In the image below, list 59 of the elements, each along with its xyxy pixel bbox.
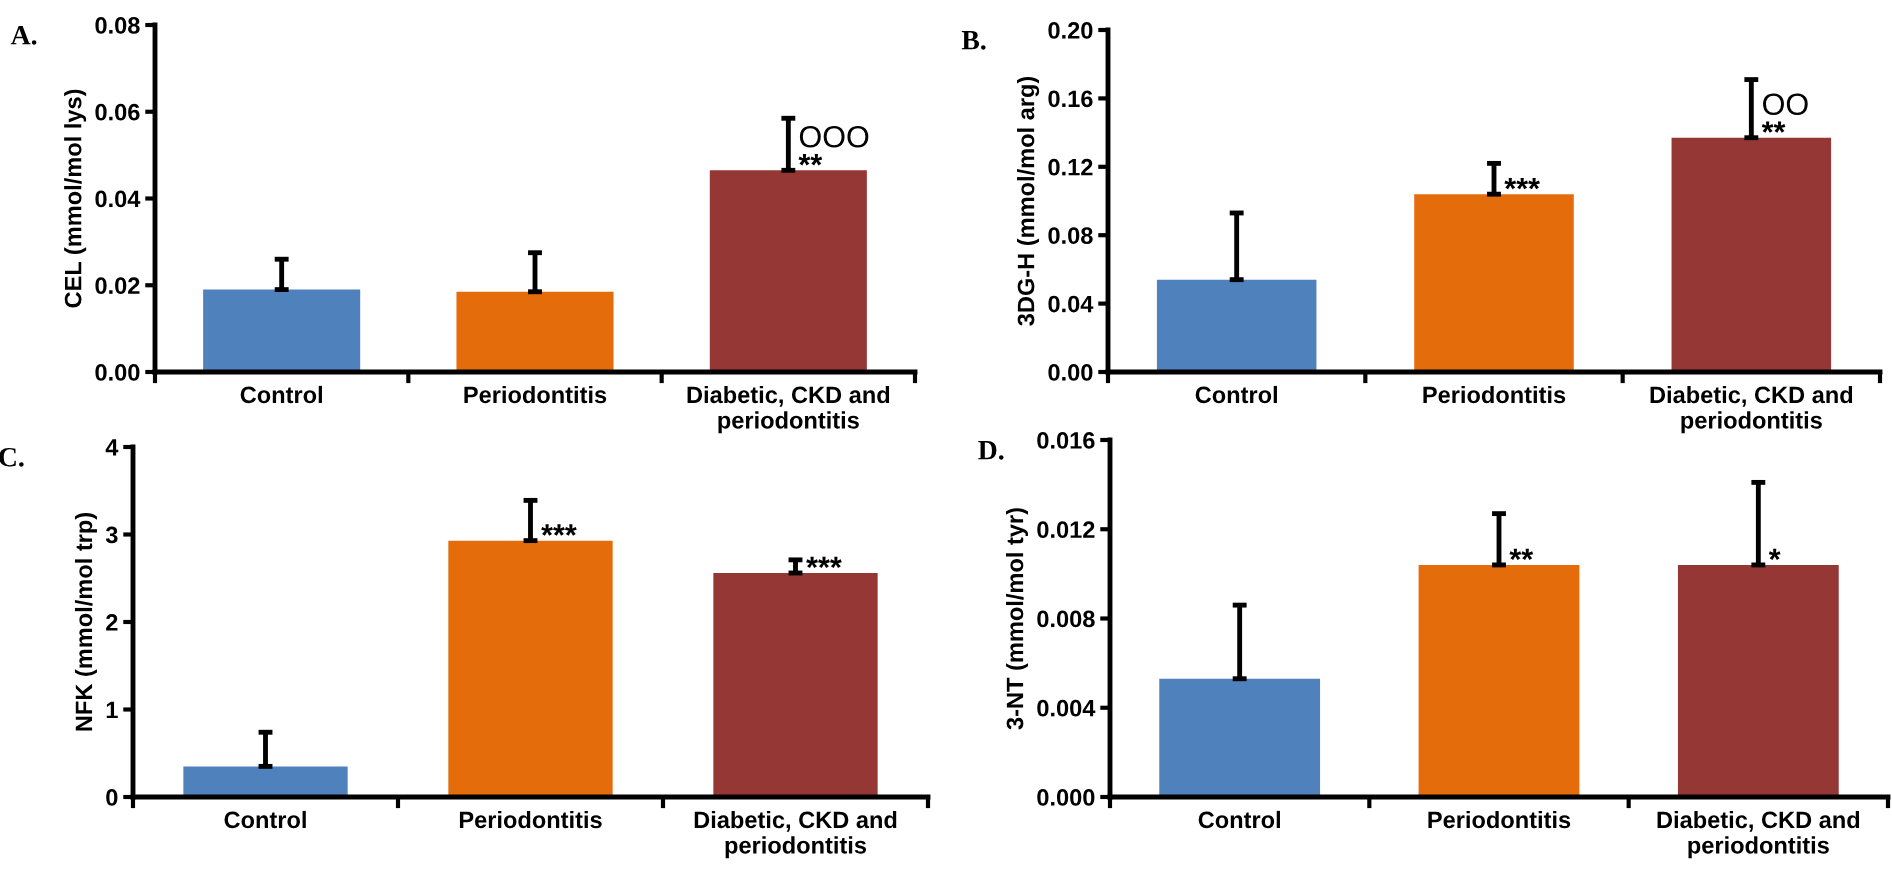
- y-tick-label: 0.00: [1048, 364, 1093, 381]
- x-tick-label: Periodontitis: [1428, 810, 1571, 829]
- x-tick-label: Control: [1195, 385, 1277, 404]
- y-tick-label: 0.08: [1048, 227, 1093, 244]
- y-tick-label: 3: [105, 526, 118, 544]
- y-axis-title: CEL (mmol/mol lys): [64, 89, 87, 308]
- bar: [1671, 137, 1832, 372]
- x-tick-label: Control: [1198, 810, 1280, 829]
- chart-title: D.: [978, 441, 1004, 460]
- annotation: ***: [541, 524, 577, 536]
- y-tick-label: 0.012: [1037, 521, 1095, 539]
- annotation: OOO: [799, 125, 869, 148]
- annotation: ***: [1504, 177, 1540, 190]
- y-tick-label: 0.004: [1037, 699, 1096, 717]
- y-tick-label: 0.06: [95, 103, 140, 121]
- y-tick-label: 0.04: [1048, 295, 1094, 313]
- y-tick-label: 0.008: [1037, 610, 1095, 628]
- y-tick-label: 0.016: [1037, 432, 1095, 449]
- y-axis-title: NFK (mmol/mol trp): [74, 513, 97, 731]
- x-tick-label: Periodontitis: [464, 385, 607, 404]
- x-tick-label: Periodontitis: [459, 810, 602, 829]
- bar: [203, 289, 361, 372]
- chart-title: B.: [961, 31, 986, 50]
- bar: [1156, 279, 1317, 372]
- annotation: *: [1768, 548, 1781, 561]
- y-tick-label: 0.08: [95, 17, 140, 34]
- annotation: **: [798, 154, 823, 166]
- annotation: **: [1761, 121, 1786, 133]
- y-tick-label: 0.04: [95, 190, 141, 208]
- y-tick-label: 0.12: [1048, 158, 1093, 176]
- y-tick-label: 0.000: [1037, 789, 1095, 806]
- x-tick-label: Diabetic, CKD and periodontitis: [694, 810, 897, 859]
- x-tick-label: Diabetic, CKD and periodontitis: [687, 385, 890, 434]
- y-tick-label: 0.20: [1048, 22, 1093, 39]
- x-tick-label: Diabetic, CKD and periodontitis: [1657, 810, 1860, 859]
- annotation: ***: [806, 556, 842, 569]
- y-tick-label: 0.16: [1048, 90, 1093, 108]
- y-tick-label: 0.02: [95, 277, 140, 295]
- y-axis-title: 3DG-H (mmol/mol arg): [1017, 76, 1040, 326]
- bar: [709, 170, 867, 372]
- x-tick-label: Control: [240, 385, 322, 404]
- y-tick-label: 1: [106, 701, 118, 719]
- y-tick-label: 2: [106, 614, 118, 631]
- annotation: OO: [1763, 93, 1808, 116]
- chart-title: C.: [0, 447, 24, 467]
- x-tick-label: Control: [224, 810, 306, 829]
- chart-title: A.: [10, 25, 37, 45]
- bar: [1414, 194, 1574, 372]
- bar: [456, 291, 614, 372]
- x-tick-label: Periodontitis: [1423, 385, 1566, 404]
- bar: [183, 766, 348, 797]
- y-tick-label: 0: [106, 789, 118, 806]
- x-tick-label: Diabetic, CKD and periodontitis: [1650, 385, 1853, 434]
- bar: [448, 540, 613, 797]
- y-axis-title: 3-NT (mmol/mol tyr): [1005, 508, 1028, 730]
- y-tick-label: 0.00: [95, 364, 140, 381]
- bar: [713, 573, 878, 797]
- annotation: **: [1509, 548, 1534, 561]
- y-tick-label: 4: [105, 439, 119, 456]
